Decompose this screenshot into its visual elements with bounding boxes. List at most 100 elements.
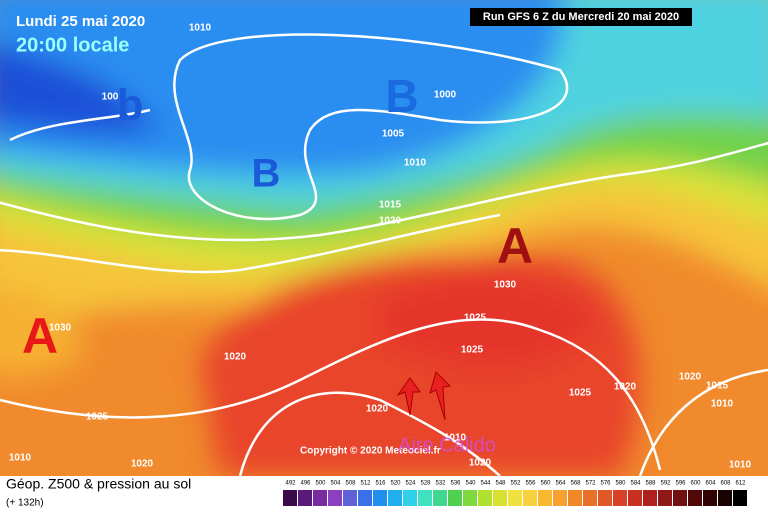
scale-swatch [403,490,417,506]
scale-swatch [328,490,342,506]
scale-swatch [733,490,747,506]
time: 20:00 locale [16,34,129,56]
scale-swatch [703,490,717,506]
pressure-center: B [252,152,281,196]
scale-swatch [493,490,507,506]
isobar-label: 1030 [49,323,72,334]
warm-arrows [396,371,452,421]
scale-label: 592 [660,481,671,487]
scale-label: 576 [600,481,611,487]
scale-label: 608 [720,481,731,487]
isobar-label: 1000 [434,90,457,101]
pressure-center: B [385,70,418,122]
scale-swatch [583,490,597,506]
isobar-label: 1020 [224,352,247,363]
scale-label: 492 [285,481,296,487]
isobar-label: 1010 [404,158,427,169]
pressure-center: A [497,218,533,274]
field [0,0,768,477]
pressure-center: A [22,308,58,364]
scale-swatch [628,490,642,506]
scale-label: 524 [405,481,416,487]
product-title: Géop. Z500 & pression au sol [6,476,191,492]
scale-swatch [433,490,447,506]
isobar-label: 1015 [379,200,402,211]
isobar-label: 1020 [366,404,389,415]
scale-label: 528 [420,481,431,487]
isobar-label: 1025 [569,388,592,399]
isobar-label: 1020 [469,458,492,469]
scale-label: 568 [570,481,581,487]
scale-swatch [538,490,552,506]
copyright: Copyright © 2020 Meteociel.fr [300,446,441,457]
scale-swatch [373,490,387,506]
isobar-label: 1030 [494,280,517,291]
scale-label: 580 [615,481,626,487]
scale-label: 548 [495,481,506,487]
scale-swatch [358,490,372,506]
scale-swatch [418,490,432,506]
scale-swatch [283,490,297,506]
scale-swatch [448,490,462,506]
scale-swatch [478,490,492,506]
scale-swatch [298,490,312,506]
scale-label: 500 [315,481,326,487]
run-info: Run GFS 6 Z du Mercredi 20 mai 2020 [483,11,679,23]
scale-swatch [463,490,477,506]
scale-label: 540 [465,481,476,487]
isobar-label: 1015 [706,381,729,392]
scale-swatch [343,490,357,506]
isobar-label: 1010 [711,399,734,410]
scale-label: 584 [630,481,641,487]
scale-label: 516 [375,481,386,487]
isobar-label: 1010 [729,460,752,471]
scale-swatch [598,490,612,506]
scale-swatch [523,490,537,506]
scale-swatch [388,490,402,506]
scale-label: 508 [345,481,356,487]
isobar-label: 1025 [461,345,484,356]
scale-swatch [718,490,732,506]
scale-label: 612 [735,481,746,487]
scale-label: 496 [300,481,311,487]
scale-label: 512 [360,481,371,487]
pressure-center: b [117,81,144,130]
scale-swatch [313,490,327,506]
isobar-label: 1010 [189,23,212,34]
scale-swatch [568,490,582,506]
isobar-label: 1010 [9,453,32,464]
scale-swatch [643,490,657,506]
scale-swatch [508,490,522,506]
scale-swatch [553,490,567,506]
scale-label: 596 [675,481,686,487]
isobar-label: 1020 [379,216,402,227]
scale-swatch [613,490,627,506]
scale-swatch [688,490,702,506]
scale-label: 536 [450,481,461,487]
scale-label: 564 [555,481,566,487]
isobar-label: 1020 [131,459,154,470]
scale-label: 604 [705,481,716,487]
lead-time: (+ 132h) [6,498,44,509]
scale-label: 588 [645,481,656,487]
date: Lundi 25 mai 2020 [16,13,145,30]
scale-label: 504 [330,481,341,487]
isobar-label: 1025 [86,412,109,423]
scale-label: 544 [480,481,491,487]
scale-label: 560 [540,481,551,487]
scale-label: 532 [435,481,446,487]
scale-swatch [673,490,687,506]
isobar-label: 1020 [614,382,637,393]
annotation: Aire Cálido [398,434,496,456]
scale-label: 520 [390,481,401,487]
isobar-label: 1020 [679,372,702,383]
run-box [470,8,692,26]
scale-swatch [658,490,672,506]
scale-label: 556 [525,481,536,487]
scale-label: 552 [510,481,521,487]
scale-label: 572 [585,481,596,487]
isobar-label: 1005 [382,129,405,140]
isobar-label: 1025 [464,313,487,324]
isobar-label: 1010 [444,433,467,444]
